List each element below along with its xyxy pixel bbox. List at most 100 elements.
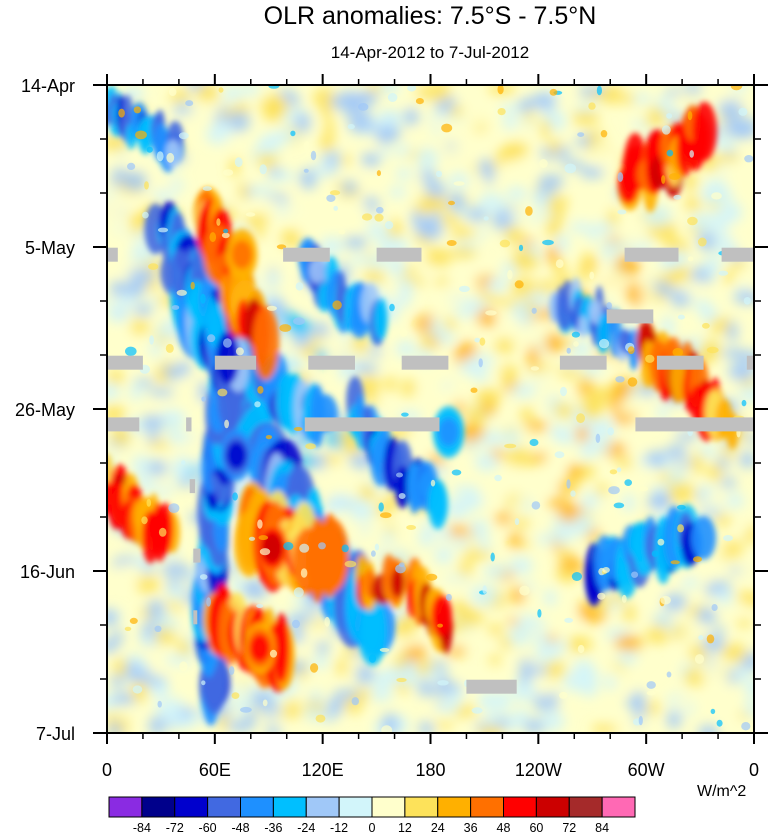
field-patch: [254, 140, 276, 155]
field-patch: [482, 493, 496, 508]
field-patch: [229, 193, 240, 204]
field-patch: [443, 497, 471, 520]
field-speck: [181, 460, 186, 465]
colorbar-label: -84: [133, 821, 151, 834]
x-tick-label: 180: [415, 760, 445, 780]
field-patch: [698, 444, 716, 458]
field-patch: [459, 359, 481, 376]
field-patch: [312, 322, 331, 337]
field-patch: [474, 452, 499, 472]
field-patch: [584, 198, 612, 213]
field-patch: [154, 627, 176, 645]
axes: 0 60E 120E 180 120W 60W 0 14-Apr 5-May 26-May 16-J…: [15, 74, 768, 780]
field-patch: [639, 277, 656, 300]
field-patch: [742, 591, 754, 607]
field-speck: [259, 164, 267, 175]
field-patch: [262, 276, 283, 285]
field-patch: [437, 702, 461, 712]
field-patch: [696, 606, 717, 625]
field-patch: [506, 186, 528, 201]
field-patch: [531, 477, 553, 493]
field-patch: [578, 261, 593, 282]
colorbar-swatch: [568, 796, 603, 818]
field-speck: [223, 169, 234, 176]
field-speck: [607, 427, 614, 436]
field-speck: [231, 692, 240, 699]
field-patch: [134, 303, 153, 316]
field-patch: [349, 508, 364, 521]
field-patch: [383, 376, 397, 392]
field-patch: [180, 110, 202, 121]
field-patch: [546, 245, 559, 264]
field-speck: [482, 585, 487, 594]
field-patch: [401, 379, 416, 397]
field-patch: [161, 561, 189, 578]
colorbar-label: -48: [231, 821, 249, 834]
field-speck: [710, 708, 716, 715]
field-speck: [221, 232, 230, 239]
field-patch: [141, 564, 156, 574]
field-patch: [544, 589, 557, 607]
field-patch: [333, 689, 361, 700]
field-patch: [329, 339, 348, 350]
field-speck: [401, 412, 409, 417]
field-speck: [531, 501, 541, 510]
field-patch: [713, 514, 732, 526]
field-patch: [618, 400, 643, 416]
field-patch: [533, 439, 555, 451]
field-speck: [158, 527, 167, 537]
colorbar-swatch: [108, 796, 143, 818]
colorbar-swatch: [437, 796, 472, 818]
anomaly-peak: [249, 633, 271, 663]
x-tick-label: 60W: [628, 760, 665, 780]
field-speck: [525, 206, 533, 216]
field-patch: [538, 174, 565, 189]
field-speck: [609, 469, 618, 475]
field-patch: [161, 185, 173, 195]
missing-data-bar: [606, 309, 654, 324]
field-patch: [312, 453, 327, 470]
field-patch: [395, 144, 411, 157]
field-speck: [645, 354, 655, 363]
field-patch: [154, 370, 168, 384]
y-tick-label: 16-Jun: [20, 562, 75, 582]
field-patch: [378, 85, 400, 95]
field-patch: [306, 616, 317, 636]
field-patch: [560, 95, 577, 105]
field-patch: [474, 388, 502, 407]
field-patch: [736, 618, 752, 628]
field-speck: [617, 209, 627, 215]
field-patch: [319, 133, 335, 153]
anomaly-peak: [438, 417, 459, 447]
field-patch: [412, 172, 424, 184]
field-patch: [472, 105, 496, 127]
field-speck: [666, 149, 674, 157]
field-patch: [148, 716, 165, 733]
chart-title: OLR anomalies: 7.5°S - 7.5°N: [264, 2, 597, 30]
field-speck: [217, 388, 228, 397]
field-patch: [434, 546, 454, 564]
field-patch: [297, 214, 319, 235]
y-tick-label: 14-Apr: [21, 76, 75, 96]
field-patch: [428, 453, 447, 468]
chart-subtitle: 14-Apr-2012 to 7-Jul-2012: [331, 43, 529, 62]
field-patch: [360, 389, 377, 401]
field-speck: [597, 592, 606, 600]
colorbar-swatch: [141, 796, 176, 818]
field-patch: [388, 187, 408, 198]
missing-data-bar: [186, 417, 192, 432]
field-speck: [624, 479, 632, 486]
field-speck: [332, 300, 342, 310]
field-patch: [466, 405, 486, 427]
field-patch: [545, 659, 566, 680]
field-patch: [622, 603, 636, 623]
field-patch: [533, 619, 547, 629]
field-patch: [290, 595, 308, 605]
field-patch: [568, 420, 596, 429]
field-patch: [109, 721, 121, 733]
field-patch: [571, 516, 594, 536]
field-speck: [374, 543, 379, 551]
field-speck: [530, 366, 540, 371]
field-patch: [299, 168, 317, 190]
field-patch: [167, 180, 186, 190]
